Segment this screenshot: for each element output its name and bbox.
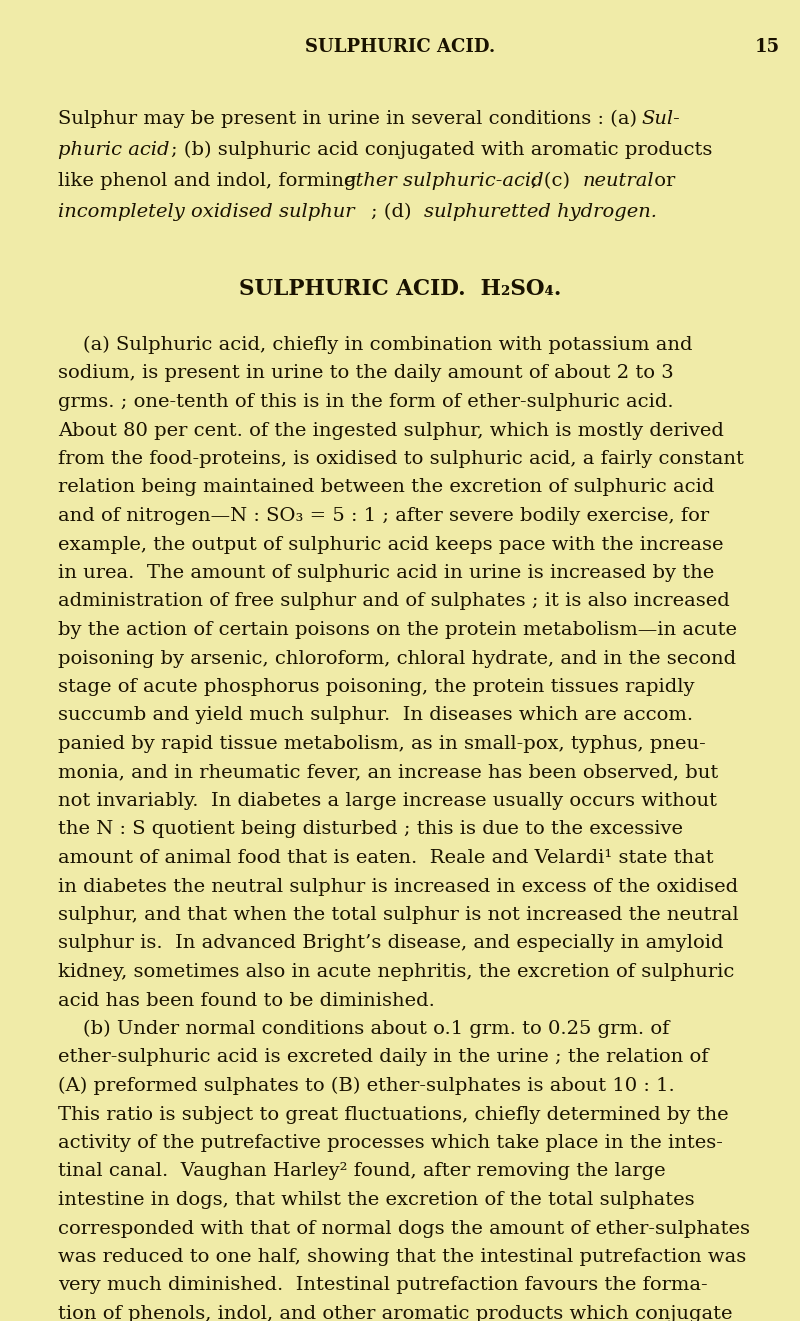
Text: in urea.  The amount of sulphuric acid in urine is increased by the: in urea. The amount of sulphuric acid in…: [58, 564, 714, 583]
Text: or: or: [648, 172, 675, 190]
Text: (a) Sulphuric acid, chiefly in combination with potassium and: (a) Sulphuric acid, chiefly in combinati…: [58, 336, 693, 354]
Text: neutral: neutral: [583, 172, 654, 190]
Text: ether-sulphuric acid is excreted daily in the urine ; the relation of: ether-sulphuric acid is excreted daily i…: [58, 1049, 709, 1066]
Text: not invariably.  In diabetes a large increase usually occurs without: not invariably. In diabetes a large incr…: [58, 793, 717, 810]
Text: (b) Under normal conditions about o.1 grm. to 0.25 grm. of: (b) Under normal conditions about o.1 gr…: [58, 1020, 670, 1038]
Text: ; (b) sulphuric acid conjugated with aromatic products: ; (b) sulphuric acid conjugated with aro…: [171, 141, 712, 160]
Text: activity of the putrefactive processes which take place in the intes-: activity of the putrefactive processes w…: [58, 1133, 723, 1152]
Text: was reduced to one half, showing that the intestinal putrefaction was: was reduced to one half, showing that th…: [58, 1248, 746, 1266]
Text: corresponded with that of normal dogs the amount of ether-sulphates: corresponded with that of normal dogs th…: [58, 1219, 750, 1238]
Text: sulphur, and that when the total sulphur is not increased the neutral: sulphur, and that when the total sulphur…: [58, 906, 738, 923]
Text: sodium, is present in urine to the daily amount of about 2 to 3: sodium, is present in urine to the daily…: [58, 365, 674, 383]
Text: ; (d): ; (d): [371, 203, 418, 221]
Text: and of nitrogen—N : SO₃ = 5 : 1 ; after severe bodily exercise, for: and of nitrogen—N : SO₃ = 5 : 1 ; after …: [58, 507, 709, 524]
Text: About 80 per cent. of the ingested sulphur, which is mostly derived: About 80 per cent. of the ingested sulph…: [58, 421, 724, 440]
Text: relation being maintained between the excretion of sulphuric acid: relation being maintained between the ex…: [58, 478, 714, 497]
Text: administration of free sulphur and of sulphates ; it is also increased: administration of free sulphur and of su…: [58, 593, 730, 610]
Text: like phenol and indol, forming: like phenol and indol, forming: [58, 172, 362, 190]
Text: acid has been found to be diminished.: acid has been found to be diminished.: [58, 992, 435, 1009]
Text: poisoning by arsenic, chloroform, chloral hydrate, and in the second: poisoning by arsenic, chloroform, chlora…: [58, 650, 736, 667]
Text: stage of acute phosphorus poisoning, the protein tissues rapidly: stage of acute phosphorus poisoning, the…: [58, 678, 694, 696]
Text: SULPHURIC ACID.  H₂SO₄.: SULPHURIC ACID. H₂SO₄.: [239, 277, 561, 300]
Text: Sul-: Sul-: [641, 110, 680, 128]
Text: amount of animal food that is eaten.  Reale and Velardi¹ state that: amount of animal food that is eaten. Rea…: [58, 849, 714, 867]
Text: from the food-proteins, is oxidised to sulphuric acid, a fairly constant: from the food-proteins, is oxidised to s…: [58, 450, 744, 468]
Text: tion of phenols, indol, and other aromatic products which conjugate: tion of phenols, indol, and other aromat…: [58, 1305, 733, 1321]
Text: example, the output of sulphuric acid keeps pace with the increase: example, the output of sulphuric acid ke…: [58, 535, 723, 553]
Text: panied by rapid tissue metabolism, as in small-pox, typhus, pneu-: panied by rapid tissue metabolism, as in…: [58, 734, 706, 753]
Text: (A) preformed sulphates to (B) ether-sulphates is about 10 : 1.: (A) preformed sulphates to (B) ether-sul…: [58, 1077, 674, 1095]
Text: in diabetes the neutral sulphur is increased in excess of the oxidised: in diabetes the neutral sulphur is incre…: [58, 877, 738, 896]
Text: grms. ; one-tenth of this is in the form of ether-sulphuric acid.: grms. ; one-tenth of this is in the form…: [58, 394, 674, 411]
Text: incompletely oxidised sulphur: incompletely oxidised sulphur: [58, 203, 354, 221]
Text: This ratio is subject to great fluctuations, chiefly determined by the: This ratio is subject to great fluctuati…: [58, 1106, 729, 1123]
Text: ; (c): ; (c): [531, 172, 576, 190]
Text: SULPHURIC ACID.: SULPHURIC ACID.: [305, 38, 495, 55]
Text: phuric acid: phuric acid: [58, 141, 170, 159]
Text: monia, and in rheumatic fever, an increase has been observed, but: monia, and in rheumatic fever, an increa…: [58, 764, 718, 782]
Text: sulphur is.  In advanced Bright’s disease, and especially in amyloid: sulphur is. In advanced Bright’s disease…: [58, 934, 723, 952]
Text: ether sulphuric-acid: ether sulphuric-acid: [344, 172, 544, 190]
Text: tinal canal.  Vaughan Harley² found, after removing the large: tinal canal. Vaughan Harley² found, afte…: [58, 1162, 666, 1181]
Text: sulphuretted hydrogen.: sulphuretted hydrogen.: [424, 203, 657, 221]
Text: 15: 15: [755, 38, 780, 55]
Text: Sulphur may be present in urine in several conditions : (a): Sulphur may be present in urine in sever…: [58, 110, 643, 128]
Text: succumb and yield much sulphur.  In diseases which are accom.: succumb and yield much sulphur. In disea…: [58, 707, 693, 724]
Text: by the action of certain poisons on the protein metabolism—in acute: by the action of certain poisons on the …: [58, 621, 737, 639]
Text: very much diminished.  Intestinal putrefaction favours the forma-: very much diminished. Intestinal putrefa…: [58, 1276, 708, 1295]
Text: the N : S quotient being disturbed ; this is due to the excessive: the N : S quotient being disturbed ; thi…: [58, 820, 683, 839]
Text: kidney, sometimes also in acute nephritis, the excretion of sulphuric: kidney, sometimes also in acute nephriti…: [58, 963, 734, 982]
Text: intestine in dogs, that whilst the excretion of the total sulphates: intestine in dogs, that whilst the excre…: [58, 1192, 694, 1209]
